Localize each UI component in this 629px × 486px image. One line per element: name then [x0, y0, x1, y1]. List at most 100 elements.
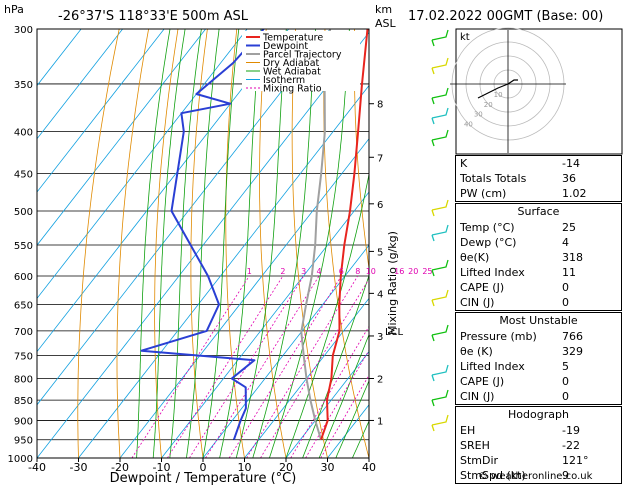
- wind-barb: [431, 414, 449, 432]
- temperature-line: [320, 29, 369, 441]
- surface-row: CIN (J) 0: [455, 295, 622, 310]
- temperature-tick-label: -20: [111, 461, 129, 474]
- surface-value: 11: [562, 266, 576, 279]
- km-tick-label: 6: [377, 200, 383, 211]
- dry-adiabat: [77, 29, 120, 458]
- wind-barb: [431, 259, 449, 277]
- mixing-ratio-label: 8: [355, 267, 360, 276]
- wet-adiabat: [202, 29, 240, 458]
- most-unstable-row: CIN (J) 0: [455, 389, 622, 404]
- pressure-tick-label: 500: [14, 207, 33, 218]
- pressure-tick-label: 900: [14, 416, 33, 427]
- pressure-tick-label: 400: [14, 128, 33, 139]
- wind-barb: [431, 57, 449, 75]
- hodograph-ring-label: 30: [474, 111, 483, 119]
- hodograph-row: StmDir 121°: [455, 453, 622, 468]
- km-tick-label: 8: [377, 100, 383, 111]
- most-unstable-value: 0: [562, 390, 569, 403]
- temperature-tick-label: -30: [70, 461, 88, 474]
- legend-background: [242, 31, 360, 91]
- mixing-ratio-axis-label: Mixing Ratio (g/kg): [386, 231, 399, 335]
- parcel-trajectory-line: [300, 29, 332, 440]
- wet-adiabat: [186, 29, 220, 458]
- pressure-tick-label: 750: [14, 351, 33, 362]
- pressure-tick-label: 350: [14, 80, 33, 91]
- hodograph-ring-label: 10: [494, 91, 503, 99]
- x-axis-label: Dewpoint / Temperature (°C): [110, 471, 297, 486]
- km-tick-label: 1: [377, 416, 383, 427]
- temperature-tick-label: 10: [238, 461, 252, 474]
- most-unstable-block: Most Unstable Pressure (mb) 766 θe (K) 329 L…: [455, 312, 622, 405]
- temperature-tick-label: 40: [362, 461, 376, 474]
- hodograph-row: SREH -22: [455, 438, 622, 453]
- isotherm: [37, 29, 248, 300]
- index-value: 1.02: [562, 187, 587, 200]
- km-tick-label: 4: [377, 289, 383, 300]
- isotherm: [202, 244, 369, 458]
- pressure-tick-label: 1000: [8, 454, 33, 465]
- surface-value: 4: [562, 236, 569, 249]
- indices-block: K -14 Totals Totals 36 PW (cm) 1.02: [455, 155, 622, 202]
- most-unstable-value: 329: [562, 345, 583, 358]
- wet-adiabat: [219, 29, 262, 458]
- legend-entry: Dewpoint: [263, 41, 308, 52]
- index-label: PW (cm): [460, 187, 507, 200]
- index-row: Totals Totals 36: [455, 171, 622, 186]
- isotherm: [78, 84, 369, 458]
- temperature-tick-label: -10: [153, 461, 171, 474]
- hodograph-label: StmDir: [460, 454, 499, 467]
- surface-row: Temp (°C) 25: [455, 220, 622, 235]
- mixing-ratio-label: 4: [316, 267, 321, 276]
- hodograph-ring-label: 40: [464, 121, 473, 129]
- hodograph-block: Hodograph EH -19 SREH -22 StmDir 121° StmSpd (…: [455, 406, 622, 484]
- wind-barb: [431, 364, 449, 382]
- isotherm: [37, 29, 165, 193]
- index-row: K -14: [455, 156, 622, 171]
- temperature-tick-label: 20: [279, 461, 293, 474]
- surface-value: 0: [562, 296, 569, 309]
- hodograph-unit: kt: [460, 32, 470, 43]
- km-label: km: [375, 3, 392, 16]
- hodograph-value: -19: [562, 424, 580, 437]
- mixing-ratio-line: [189, 275, 305, 458]
- legend-entry: Temperature: [262, 33, 323, 44]
- surface-value: 318: [562, 251, 583, 264]
- hodograph-table-title: Hodograph: [455, 406, 622, 423]
- legend-entry: Dry Adiabat: [263, 58, 320, 69]
- temperature-tick-label: 0: [200, 461, 207, 474]
- pressure-tick-label: 850: [14, 396, 33, 407]
- mixing-ratio-label: 6: [339, 267, 344, 276]
- indices-panel: K -14 Totals Totals 36 PW (cm) 1.02 Surface T…: [455, 155, 622, 485]
- mixing-ratio-line: [260, 278, 369, 458]
- most-unstable-row: Pressure (mb) 766: [455, 329, 622, 344]
- datetime: 17.02.2022 00GMT (Base: 00): [408, 9, 603, 24]
- mixing-ratio-line: [205, 275, 320, 458]
- surface-label: CAPE (J): [460, 281, 505, 294]
- dry-adiabat: [225, 29, 245, 458]
- pressure-tick-label: 450: [14, 169, 33, 180]
- most-unstable-row: θe (K) 329: [455, 344, 622, 359]
- hodograph-value: -22: [562, 439, 580, 452]
- index-value: -14: [562, 157, 580, 170]
- index-value: 36: [562, 172, 576, 185]
- surface-block: Surface Temp (°C) 25 Dewp (°C) 4 θe(K) 318 Lif…: [455, 203, 622, 311]
- most-unstable-value: 5: [562, 360, 569, 373]
- hodograph-value: 9: [562, 469, 569, 482]
- dry-adiabat: [116, 29, 149, 458]
- wind-barb: [431, 107, 449, 125]
- pressure-tick-label: 950: [14, 436, 33, 447]
- wind-barb: [431, 199, 449, 217]
- lcl-label: LCL: [385, 327, 404, 338]
- most-unstable-value: 0: [562, 375, 569, 388]
- isotherm: [37, 29, 82, 87]
- km-tick-label: 7: [377, 153, 383, 164]
- legend-entry: Wet Adiabat: [263, 67, 321, 78]
- wind-barb: [431, 389, 449, 407]
- legend-entry: Isotherm: [263, 75, 305, 86]
- most-unstable-label: Lifted Index: [460, 360, 525, 373]
- surface-row: Dewp (°C) 4: [455, 235, 622, 250]
- surface-value: 25: [562, 221, 576, 234]
- location-title: -26°37'S 118°33'E 500m ASL: [58, 9, 249, 24]
- hodograph-label: StmSpd (kt): [460, 469, 526, 482]
